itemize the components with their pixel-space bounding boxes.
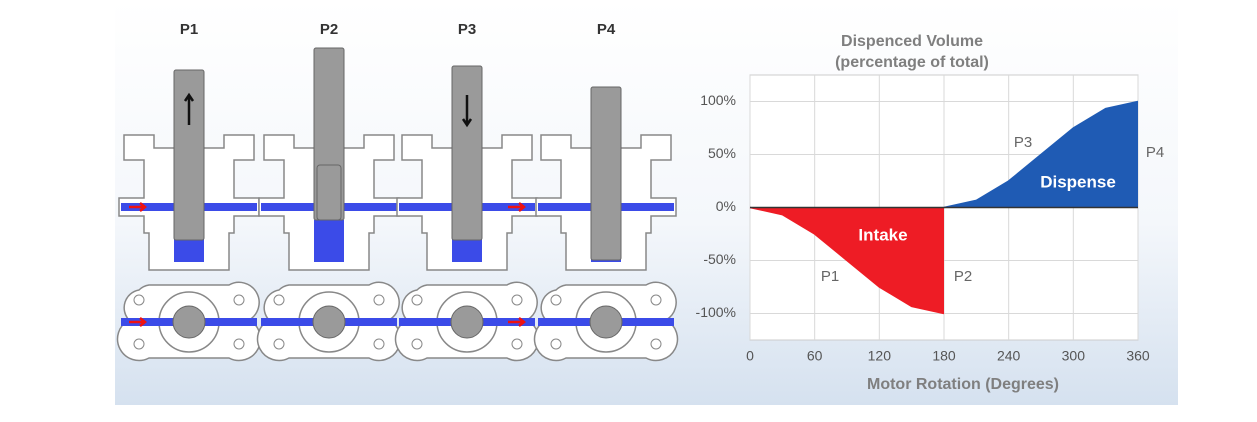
- x-tick-label: 120: [868, 348, 892, 364]
- piston: [173, 69, 205, 241]
- bolt: [511, 294, 523, 306]
- rotor: [312, 305, 346, 339]
- diagram: P1 P2 P3 P4: [116, 21, 679, 362]
- bolt: [373, 338, 385, 350]
- bolt: [550, 294, 562, 306]
- rotor: [589, 305, 623, 339]
- piston: [451, 65, 483, 241]
- piston-tip: [316, 164, 342, 221]
- bolt: [650, 338, 662, 350]
- bolt: [511, 338, 523, 350]
- fluid-chamber: [314, 220, 344, 262]
- area-line: [943, 100, 1139, 209]
- annotation: P2: [954, 268, 972, 285]
- area-line: [749, 206, 945, 315]
- bolt: [411, 338, 423, 350]
- down-arrow: [461, 95, 473, 128]
- annotation: P4: [1146, 144, 1164, 161]
- x-tick-label: 180: [932, 348, 956, 364]
- flow-arrow: [129, 317, 148, 327]
- bolt: [273, 338, 285, 350]
- up-arrow: [183, 92, 195, 125]
- flow-arrow: [508, 202, 527, 212]
- x-tick-label: 300: [1062, 348, 1086, 364]
- chart: Dispenced Volume (percentage of total) M…: [696, 33, 1165, 393]
- bolt: [133, 294, 145, 306]
- flow-arrow: [129, 202, 148, 212]
- stage-label: P3: [458, 21, 476, 38]
- bolt: [273, 294, 285, 306]
- bolt: [133, 338, 145, 350]
- stage-label: P1: [180, 21, 198, 38]
- x-tick-label: 240: [997, 348, 1021, 364]
- bolt: [233, 338, 245, 350]
- bolt: [550, 338, 562, 350]
- rotor: [450, 305, 484, 339]
- chart-subtitle: (percentage of total): [835, 54, 989, 71]
- x-tick-label: 360: [1126, 348, 1150, 364]
- annotation: P3: [1014, 134, 1032, 151]
- y-tick-label: 0%: [716, 198, 736, 214]
- rotor: [172, 305, 206, 339]
- x-tick-label: 60: [807, 348, 823, 364]
- piston: [590, 86, 622, 261]
- y-tick-label: -50%: [703, 251, 736, 267]
- stage-label: P4: [597, 21, 616, 38]
- chart-title: Dispenced Volume: [841, 33, 983, 50]
- flow-arrow: [508, 317, 527, 327]
- x-axis-label: Motor Rotation (Degrees): [867, 376, 1059, 393]
- bolt: [233, 294, 245, 306]
- y-tick-label: -100%: [696, 304, 736, 320]
- annotation: P1: [821, 268, 839, 285]
- bolt: [411, 294, 423, 306]
- bolt: [650, 294, 662, 306]
- y-tick-label: 100%: [700, 92, 736, 108]
- stage-label: P2: [320, 21, 338, 38]
- bolt: [373, 294, 385, 306]
- x-tick-label: 0: [746, 348, 754, 364]
- series-label: Intake: [858, 225, 907, 244]
- y-tick-label: 50%: [708, 145, 736, 161]
- series-label: Dispense: [1040, 172, 1116, 191]
